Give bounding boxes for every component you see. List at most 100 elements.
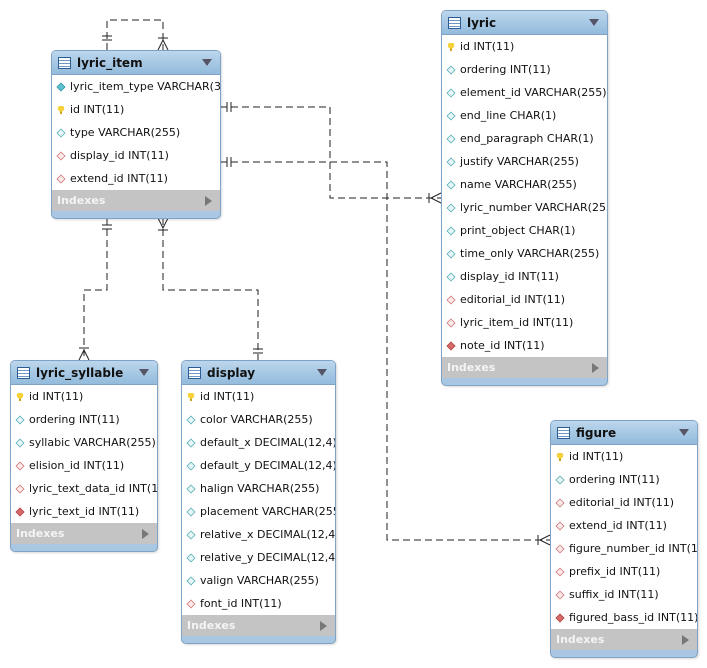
relationship (106, 19, 164, 50)
column-row: time_only VARCHAR(255) (442, 242, 607, 265)
column-name: element_id VARCHAR(255) (460, 86, 607, 99)
indexes-footer[interactable]: Indexes (182, 615, 335, 636)
column-name: editorial_id INT(11) (569, 496, 675, 509)
column-row: type VARCHAR(255) (52, 121, 220, 144)
column-row: valign VARCHAR(255) (182, 569, 335, 592)
column-icon (186, 552, 196, 563)
expand-arrow (682, 635, 689, 645)
table-icon (448, 16, 461, 29)
indexes-footer[interactable]: Indexes (11, 523, 157, 544)
relationship (162, 218, 259, 360)
column-icon (446, 340, 456, 351)
column-icon (446, 271, 456, 282)
column-name: end_line CHAR(1) (460, 109, 557, 122)
column-name: halign VARCHAR(255) (200, 482, 320, 495)
column-icon (446, 156, 456, 167)
table-name: display (207, 365, 256, 380)
table-header: lyric_syllable (11, 361, 157, 385)
indexes-label: Indexes (57, 194, 106, 207)
column-icon (15, 460, 25, 471)
column-icon (446, 202, 456, 213)
column-name: extend_id INT(11) (569, 519, 667, 532)
indexes-label: Indexes (556, 633, 605, 646)
table: lyric id INT(11) ordering INT(11) element_i… (441, 10, 608, 386)
column-icon (15, 506, 25, 517)
column-row: lyric_text_data_id INT(11) (11, 477, 157, 500)
column-name: elision_id INT(11) (29, 459, 125, 472)
column-row: relative_x DECIMAL(12,4) (182, 523, 335, 546)
column-icon (556, 452, 564, 461)
expand-arrow (592, 363, 599, 373)
column-icon (446, 225, 456, 236)
table-header: lyric_item (52, 51, 220, 75)
table-header: figure (551, 421, 697, 445)
indexes-footer[interactable]: Indexes (551, 629, 697, 650)
relationship (220, 161, 550, 541)
table-name: lyric (467, 15, 497, 30)
column-icon (56, 81, 66, 92)
collapse-toggle[interactable] (139, 369, 149, 376)
column-name: end_paragraph CHAR(1) (460, 132, 594, 145)
column-icon (555, 589, 565, 600)
column-row: display_id INT(11) (52, 144, 220, 167)
column-icon (447, 42, 455, 51)
column-row: id INT(11) (52, 98, 220, 121)
column-name: placement VARCHAR(255) (200, 505, 336, 518)
column-icon (446, 110, 456, 121)
table-name: lyric_item (77, 55, 143, 70)
collapse-toggle[interactable] (202, 59, 212, 66)
expand-arrow (142, 529, 149, 539)
column-name: lyric_item_type VARCHAR(31) (70, 80, 221, 93)
collapse-toggle[interactable] (317, 369, 327, 376)
column-icon (186, 437, 196, 448)
column-icon (15, 414, 25, 425)
column-icon (56, 150, 66, 161)
column-row: color VARCHAR(255) (182, 408, 335, 431)
column-icon (15, 483, 25, 494)
column-name: ordering INT(11) (569, 473, 660, 486)
column-icon (186, 529, 196, 540)
table-icon (188, 366, 201, 379)
column-row: elision_id INT(11) (11, 454, 157, 477)
column-icon (446, 179, 456, 190)
column-name: figured_bass_id INT(11) (569, 611, 698, 624)
table-header: lyric (442, 11, 607, 35)
column-row: font_id INT(11) (182, 592, 335, 615)
column-icon (57, 105, 65, 114)
relationship (83, 218, 108, 360)
column-row: syllabic VARCHAR(255) (11, 431, 157, 454)
column-name: display_id INT(11) (70, 149, 169, 162)
column-name: id INT(11) (29, 390, 84, 403)
column-icon (186, 460, 196, 471)
column-row: id INT(11) (182, 385, 335, 408)
collapse-toggle[interactable] (679, 429, 689, 436)
column-icon (446, 64, 456, 75)
column-row: default_x DECIMAL(12,4) (182, 431, 335, 454)
column-name: justify VARCHAR(255) (460, 155, 579, 168)
table-name: lyric_syllable (36, 365, 124, 380)
column-row: lyric_item_id INT(11) (442, 311, 607, 334)
column-icon (56, 173, 66, 184)
collapse-toggle[interactable] (589, 19, 599, 26)
column-name: display_id INT(11) (460, 270, 559, 283)
column-icon (555, 497, 565, 508)
column-name: figure_number_id INT(11) (569, 542, 698, 555)
column-row: lyric_text_id INT(11) (11, 500, 157, 523)
table-icon (17, 366, 30, 379)
column-name: lyric_item_id INT(11) (460, 316, 574, 329)
column-row: print_object CHAR(1) (442, 219, 607, 242)
table: figure id INT(11) ordering INT(11) editoria… (550, 420, 698, 658)
table: display id INT(11) color VARCHAR(255) defau… (181, 360, 336, 644)
column-row: extend_id INT(11) (52, 167, 220, 190)
indexes-footer[interactable]: Indexes (52, 190, 220, 211)
column-row: ordering INT(11) (442, 58, 607, 81)
column-name: relative_x DECIMAL(12,4) (200, 528, 336, 541)
indexes-footer[interactable]: Indexes (442, 357, 607, 378)
column-row: figured_bass_id INT(11) (551, 606, 697, 629)
column-name: ordering INT(11) (29, 413, 120, 426)
column-icon (555, 566, 565, 577)
column-row: end_paragraph CHAR(1) (442, 127, 607, 150)
